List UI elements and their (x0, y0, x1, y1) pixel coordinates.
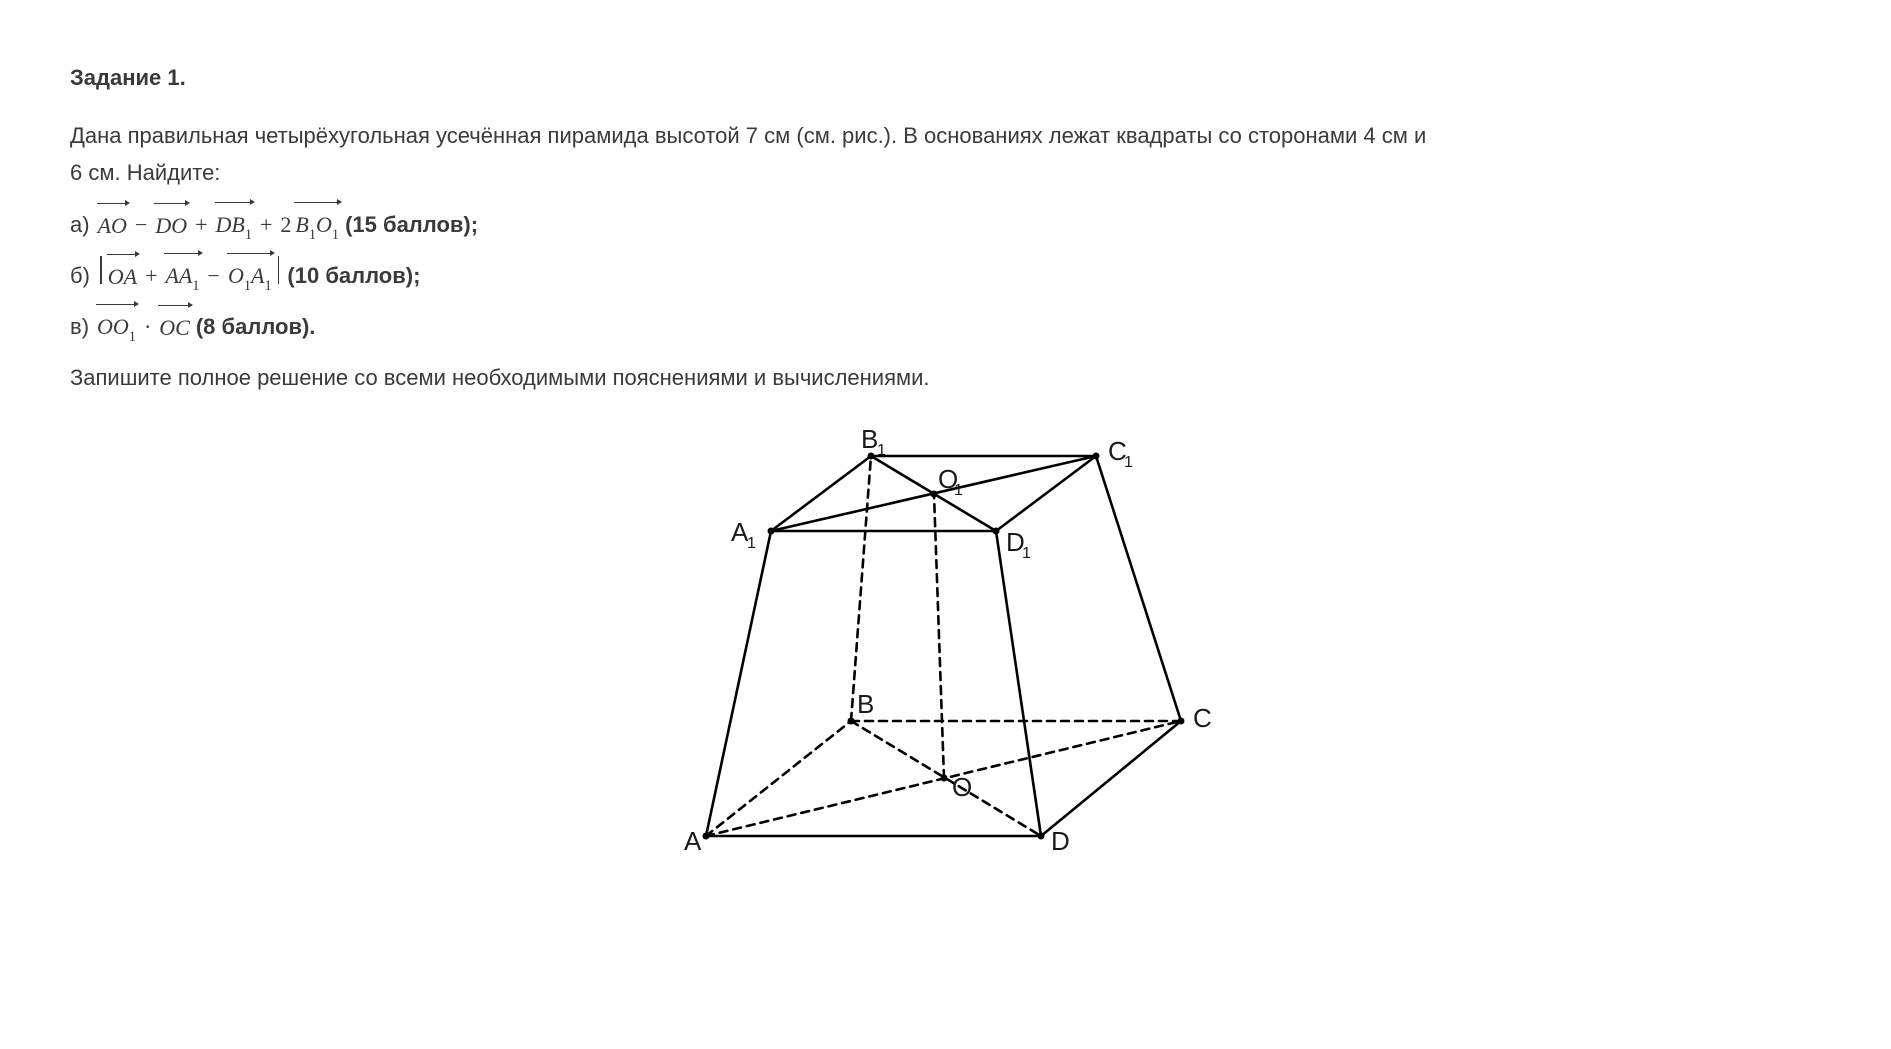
vec-DO: DO (155, 206, 187, 244)
part-v: в) OO1 · OC (8 баллов). (70, 307, 1821, 348)
coef-2: 2 (280, 207, 291, 243)
part-a-label: а) (70, 207, 90, 243)
vec-OO1: OO1 (97, 307, 136, 348)
op-minus: − (135, 207, 147, 243)
svg-text:C: C (1193, 703, 1212, 733)
svg-text:1: 1 (747, 534, 756, 552)
task-title: Задание 1. (70, 60, 1821, 96)
part-b-points: (10 баллов); (287, 258, 420, 294)
part-b-label: б) (70, 258, 90, 294)
svg-text:1: 1 (1022, 544, 1031, 562)
part-a-formula: AO − DO + DB1 + 2 B1O1 (98, 205, 340, 246)
part-v-label: в) (70, 309, 89, 345)
svg-text:1: 1 (1124, 453, 1133, 471)
svg-text:D: D (1051, 826, 1070, 856)
intro-text: Дана правильная четырёхугольная усечённа… (70, 118, 1821, 191)
abs-left (100, 256, 102, 284)
vec-DB1: DB1 (216, 205, 252, 246)
op-plus-2: + (260, 207, 272, 243)
intro-line-1: Дана правильная четырёхугольная усечённа… (70, 123, 1426, 148)
vec-O1A1: O1A1 (228, 256, 272, 297)
vec-OA: OA (108, 257, 137, 295)
svg-text:1: 1 (954, 481, 963, 499)
part-v-formula: OO1 · OC (97, 307, 190, 348)
svg-text:O: O (952, 772, 972, 802)
vec-AO: AO (98, 206, 127, 244)
footer-note: Запишите полное решение со всеми необход… (70, 360, 1821, 396)
part-a: а) AO − DO + DB1 + 2 B1O1 (15 баллов); (70, 205, 1821, 246)
part-a-points: (15 баллов); (345, 207, 478, 243)
op-minus-b: − (208, 258, 220, 294)
frustum-diagram: ADBCOA1D1B1C1O1 (596, 406, 1296, 886)
svg-text:1: 1 (877, 441, 886, 459)
part-b: б) OA + AA1 − O1A1 (10 баллов); (70, 256, 1821, 297)
op-plus-b: + (145, 258, 157, 294)
intro-line-2: 6 см. Найдите: (70, 160, 220, 185)
vec-B1O1: B1O1 (295, 205, 339, 246)
part-v-points: (8 баллов). (196, 309, 316, 345)
abs-right (278, 256, 280, 284)
part-b-formula: OA + AA1 − O1A1 (98, 256, 281, 297)
svg-text:B: B (857, 689, 874, 719)
vec-OC: OC (159, 308, 190, 346)
svg-text:B: B (861, 424, 878, 454)
figure-container: ADBCOA1D1B1C1O1 (70, 406, 1821, 886)
vec-AA1: AA1 (165, 256, 199, 297)
op-dot: · (144, 309, 151, 345)
op-plus: + (195, 207, 207, 243)
svg-text:A: A (684, 826, 702, 856)
